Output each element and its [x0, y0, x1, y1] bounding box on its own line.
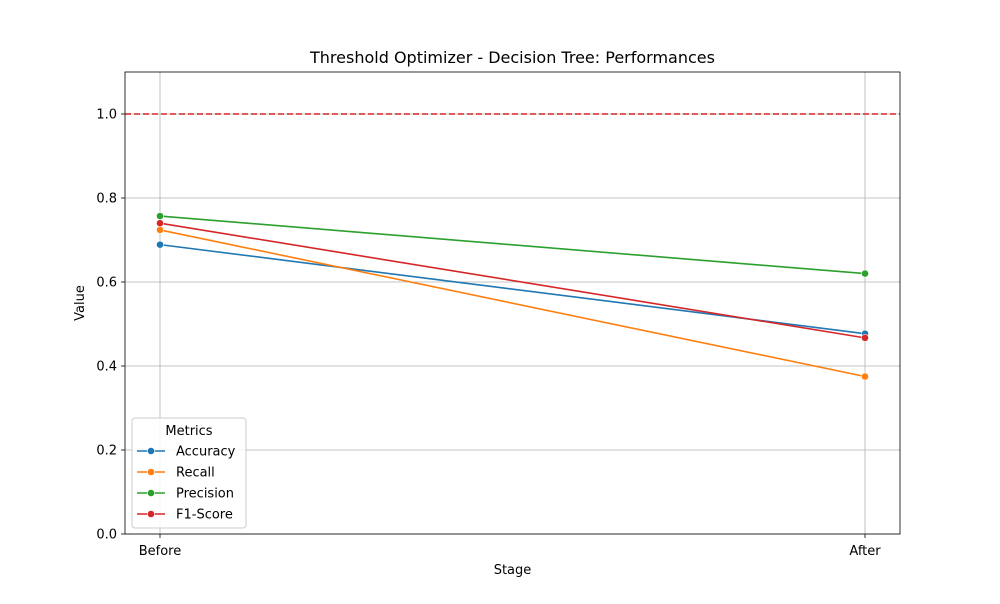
y-axis-label: Value [73, 285, 88, 321]
y-tick-label: 0.6 [96, 276, 117, 291]
x-tick-label: Before [139, 544, 182, 559]
axes-frame [124, 71, 901, 535]
series-line [159, 215, 866, 275]
y-tick-label: 0.2 [96, 444, 117, 459]
y-tick-label: 0.4 [96, 360, 117, 375]
x-tick-label: After [849, 544, 881, 559]
data-point [156, 226, 164, 234]
data-point [861, 269, 869, 278]
data-point [156, 219, 164, 228]
series-f1-score [156, 219, 869, 342]
series-layer [156, 212, 869, 381]
series-accuracy [156, 240, 869, 338]
series-recall [156, 226, 869, 381]
legend-swatch-marker [147, 447, 155, 455]
data-point [861, 333, 869, 342]
legend-label: F1-Score [176, 508, 233, 523]
series-line [159, 229, 866, 378]
data-point [156, 212, 164, 220]
legend-swatch-marker [147, 468, 155, 476]
legend-label: Recall [176, 466, 215, 481]
data-point [861, 372, 869, 381]
legend-box [131, 417, 247, 529]
legend-swatch-marker [147, 489, 155, 497]
ticks: 0.0 0.2 0.4 0.6 0.8 1.0 Before After [96, 108, 881, 560]
y-tick-label: 0.8 [96, 192, 117, 207]
y-tick-label: 1.0 [96, 108, 117, 123]
y-tick-label: 0.0 [96, 528, 117, 543]
chart-title: Threshold Optimizer - Decision Tree: Per… [309, 48, 715, 67]
legend: Metrics Accuracy Recall Precision F1-Score [131, 417, 247, 529]
x-axis-label: Stage [494, 563, 532, 578]
legend-item: Accuracy [137, 445, 236, 460]
legend-title: Metrics [165, 424, 212, 439]
series-line [159, 222, 866, 339]
legend-item: Recall [137, 466, 215, 481]
data-point [156, 240, 164, 249]
legend-item: Precision [137, 487, 234, 502]
legend-item: F1-Score [137, 508, 233, 523]
legend-label: Precision [176, 487, 234, 502]
legend-label: Accuracy [176, 445, 236, 460]
legend-swatch-marker [147, 510, 155, 518]
series-precision [156, 212, 869, 278]
